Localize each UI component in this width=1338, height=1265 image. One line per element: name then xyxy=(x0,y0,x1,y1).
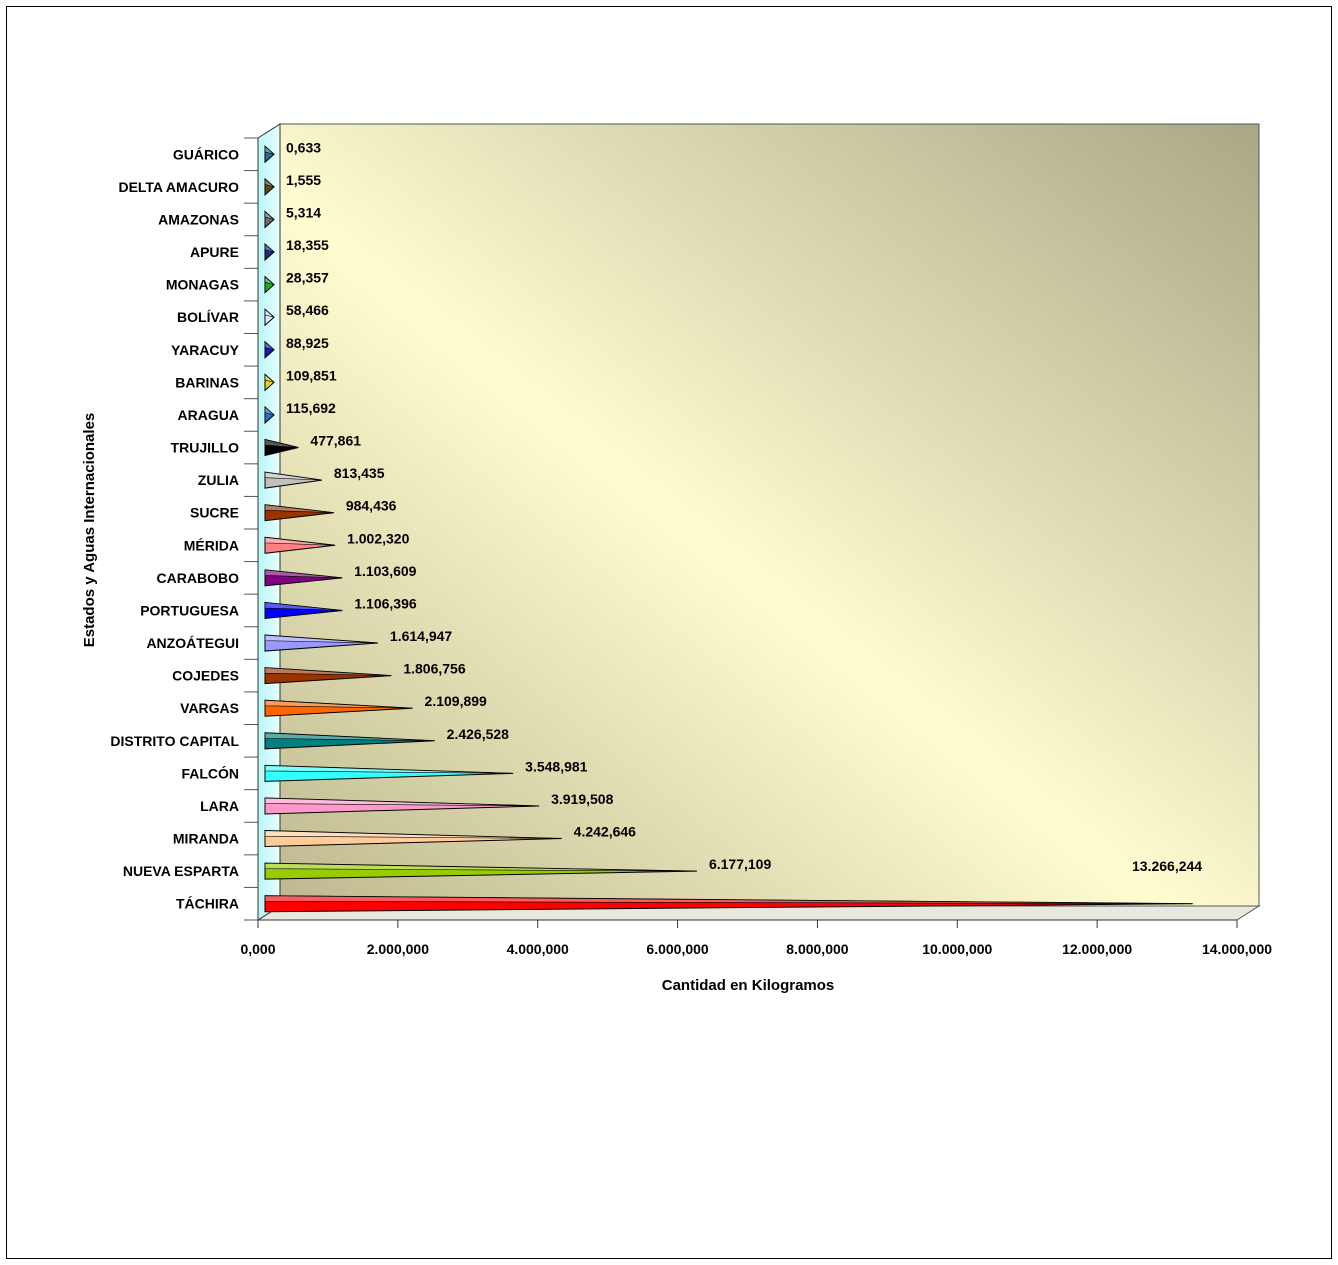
cone-bar-facet xyxy=(264,536,336,546)
x-tick-label: 4.000,000 xyxy=(507,941,569,957)
y-tick-label: DISTRITO CAPITAL xyxy=(110,733,239,749)
value-label: 3.919,508 xyxy=(551,791,613,807)
value-label: 984,436 xyxy=(346,498,397,514)
y-tick-label: SUCRE xyxy=(190,505,239,521)
value-label: 28,357 xyxy=(286,270,329,286)
value-label: 1.806,756 xyxy=(403,661,465,677)
cone-bar-facet xyxy=(264,667,392,676)
value-label: 1.614,947 xyxy=(390,628,452,644)
cone-bar-facet xyxy=(264,406,275,416)
y-tick-label: YARACUY xyxy=(171,342,240,358)
x-tick-label: 6.000,000 xyxy=(646,941,708,957)
y-tick-label: CARABOBO xyxy=(157,570,240,586)
cone-bar-facet xyxy=(264,765,514,774)
y-tick-label: MONAGAS xyxy=(166,277,239,293)
value-label: 1.103,609 xyxy=(354,563,416,579)
value-label: 1,555 xyxy=(286,172,321,188)
y-axis-title: Estados y Aguas Internacionales xyxy=(81,413,98,648)
y-tick-label: MÉRIDA xyxy=(184,537,239,553)
cone-bar-facet xyxy=(264,569,343,579)
y-tick-label: VARGAS xyxy=(180,700,239,716)
y-tick-label: MIRANDA xyxy=(173,831,239,847)
y-tick-label: ZULIA xyxy=(198,472,239,488)
y-tick-label: TRUJILLO xyxy=(171,440,240,456)
x-tick-label: 2.000,000 xyxy=(367,941,429,957)
cone-bar-facet xyxy=(264,275,275,285)
cone-bar-facet xyxy=(264,308,275,318)
y-tick-label: APURE xyxy=(190,244,239,260)
y-tick-label: TÁCHIRA xyxy=(176,896,239,912)
value-label: 115,692 xyxy=(286,400,336,416)
y-tick-label: DELTA AMACURO xyxy=(118,179,239,195)
cone-bar-facet xyxy=(264,602,343,611)
value-label: 13.266,244 xyxy=(1132,858,1202,874)
cone-bar-facet xyxy=(264,699,413,709)
cone-bar-facet xyxy=(264,862,697,872)
cone-bar-facet xyxy=(264,634,378,644)
cone-bar-facet xyxy=(264,341,275,351)
value-label: 2.109,899 xyxy=(425,693,487,709)
value-label: 1.002,320 xyxy=(347,530,409,546)
value-label: 3.548,981 xyxy=(525,758,587,774)
cone-bar-facet xyxy=(264,243,275,253)
cone-bar-facet xyxy=(264,471,322,481)
value-label: 477,861 xyxy=(310,433,361,449)
y-tick-label: BOLÍVAR xyxy=(177,309,239,325)
value-label: 4.242,646 xyxy=(574,824,636,840)
value-label: 88,925 xyxy=(286,335,329,351)
x-tick-label: 14.000,000 xyxy=(1202,941,1272,957)
value-label: 813,435 xyxy=(334,465,385,481)
y-tick-label: ARAGUA xyxy=(178,407,239,423)
value-label: 0,633 xyxy=(286,139,321,155)
value-label: 6.177,109 xyxy=(709,856,771,872)
value-label: 109,851 xyxy=(286,367,337,383)
y-tick-label: AMAZONAS xyxy=(158,211,239,227)
y-tick-label: GUÁRICO xyxy=(173,146,239,162)
y-tick-label: BARINAS xyxy=(175,374,239,390)
cone-bar-facet xyxy=(264,797,540,807)
cone-bar-facet xyxy=(264,373,275,383)
x-tick-label: 10.000,000 xyxy=(922,941,992,957)
value-label: 58,466 xyxy=(286,302,329,318)
x-tick-label: 0,000 xyxy=(240,941,275,957)
value-label: 1.106,396 xyxy=(354,595,416,611)
x-tick-label: 8.000,000 xyxy=(786,941,848,957)
y-tick-label: COJEDES xyxy=(172,668,239,684)
plot-back-wall xyxy=(279,123,1260,907)
y-tick-label: NUEVA ESPARTA xyxy=(123,863,239,879)
y-tick-label: LARA xyxy=(200,798,239,814)
cone-bar-facet xyxy=(264,732,435,742)
y-tick-label: FALCÓN xyxy=(181,764,239,781)
cone-bar-facet xyxy=(264,439,299,448)
y-tick-label: ANZOÁTEGUI xyxy=(146,635,239,651)
x-axis-title: Cantidad en Kilogramos xyxy=(662,977,835,994)
cone-bar-facet xyxy=(264,178,275,188)
value-label: 18,355 xyxy=(286,237,329,253)
value-label: 5,314 xyxy=(286,204,321,220)
value-label: 2.426,528 xyxy=(447,726,509,742)
cone-bar-facet xyxy=(264,145,275,155)
x-tick-label: 12.000,000 xyxy=(1062,941,1132,957)
cone-bar-facet xyxy=(264,504,334,514)
y-tick-label: PORTUGUESA xyxy=(140,602,239,618)
cone-bar-facet xyxy=(264,830,562,839)
cone-bar-facet xyxy=(264,210,275,220)
cone-bar-facet xyxy=(264,895,1193,905)
